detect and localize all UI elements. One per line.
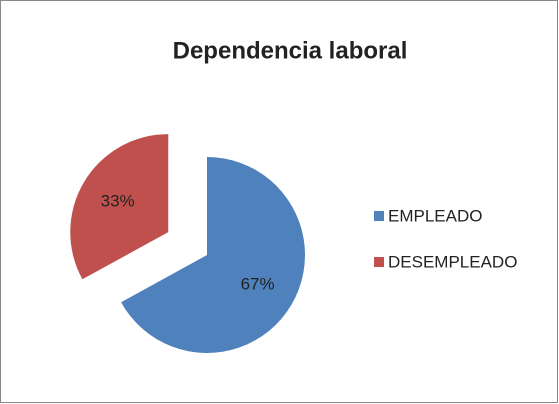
legend-swatch [374, 211, 384, 221]
pie-slice [70, 134, 169, 280]
legend-label: DESEMPLEADO [388, 252, 517, 271]
chart-title: Dependencia laboral [173, 37, 408, 64]
data-label: 67% [241, 274, 275, 293]
pie-slice [121, 157, 305, 353]
legend-label: EMPLEADO [388, 206, 482, 225]
legend-swatch [374, 257, 384, 267]
data-label: 33% [101, 192, 135, 211]
